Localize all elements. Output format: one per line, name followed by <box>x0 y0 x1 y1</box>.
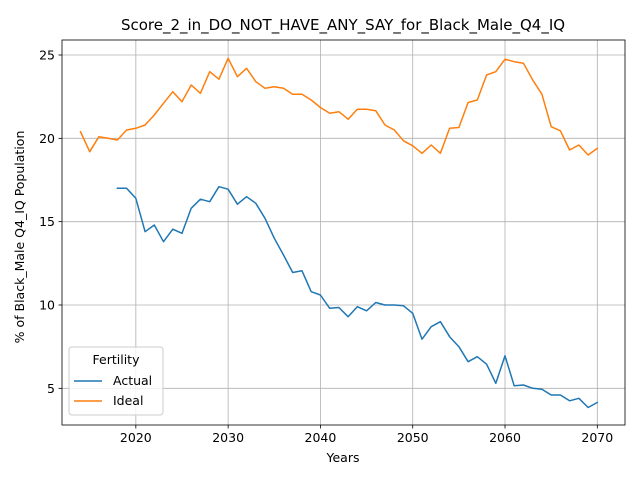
x-axis-ticks: 2020 2030 2040 2050 2060 2070 <box>120 425 613 445</box>
x-tick-label: 2060 <box>489 430 521 445</box>
x-tick-label: 2050 <box>397 430 429 445</box>
y-axis-label: % of Black_Male Q4_IQ Population <box>12 131 27 344</box>
y-axis-ticks: 5 10 15 20 25 <box>39 48 62 396</box>
y-tick-label: 15 <box>39 214 55 229</box>
legend: Fertility Actual Ideal <box>68 346 164 416</box>
y-tick-label: 25 <box>39 48 55 63</box>
x-tick-label: 2020 <box>120 430 152 445</box>
plot-frame <box>61 39 626 426</box>
x-tick-label: 2070 <box>581 430 613 445</box>
x-tick-label: 2030 <box>212 430 244 445</box>
legend-box <box>68 346 164 416</box>
y-tick-label: 5 <box>47 381 55 396</box>
legend-title: Fertility <box>93 352 141 367</box>
chart-title: Score_2_in_DO_NOT_HAVE_ANY_SAY_for_Black… <box>121 16 565 35</box>
x-tick-label: 2040 <box>305 430 337 445</box>
y-tick-label: 20 <box>39 131 55 146</box>
legend-label-actual: Actual <box>113 373 152 388</box>
grid <box>62 40 625 425</box>
series-line-actual <box>116 185 599 409</box>
series-line-ideal <box>79 57 599 156</box>
x-axis-label: Years <box>326 450 360 465</box>
y-tick-label: 10 <box>39 298 55 313</box>
legend-label-ideal: Ideal <box>113 393 143 408</box>
series-lines <box>79 57 599 409</box>
